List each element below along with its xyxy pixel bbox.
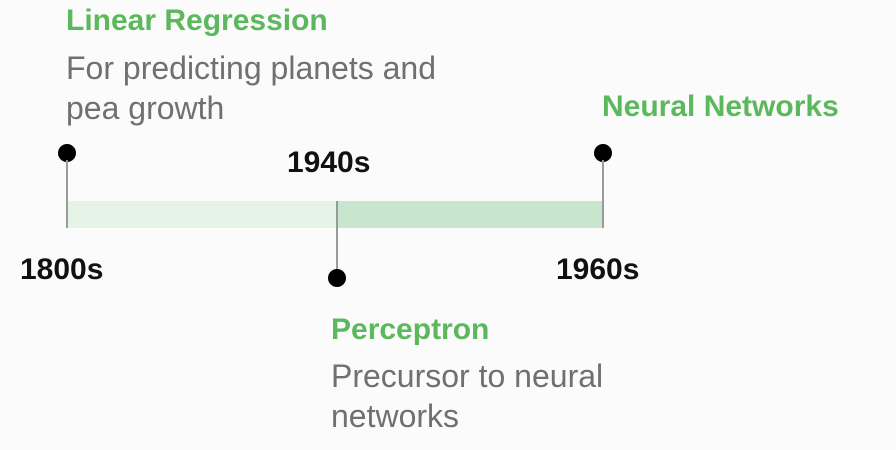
linear-regression-title: Linear Regression (66, 4, 328, 37)
perceptron-marker-stem (336, 201, 338, 276)
neural-networks-marker-dot (594, 144, 612, 162)
linear-regression-marker-dot (58, 144, 76, 162)
linear-regression-marker-stem (66, 160, 68, 228)
perceptron-description: Precursor to neural networks (331, 358, 604, 434)
linear-regression-description: For predicting planets and pea growth (66, 50, 436, 126)
year-label-1960s: 1960s (556, 253, 640, 286)
perceptron-title: Perceptron (331, 313, 490, 346)
neural-networks-marker-stem (602, 160, 604, 228)
perceptron-marker-dot (328, 269, 346, 287)
neural-networks-title: Neural Networks (602, 90, 839, 123)
year-label-1800s: 1800s (20, 253, 104, 286)
year-label-1940s: 1940s (287, 146, 371, 179)
timeline-band-early (67, 201, 337, 228)
timeline-band-late (337, 201, 602, 228)
